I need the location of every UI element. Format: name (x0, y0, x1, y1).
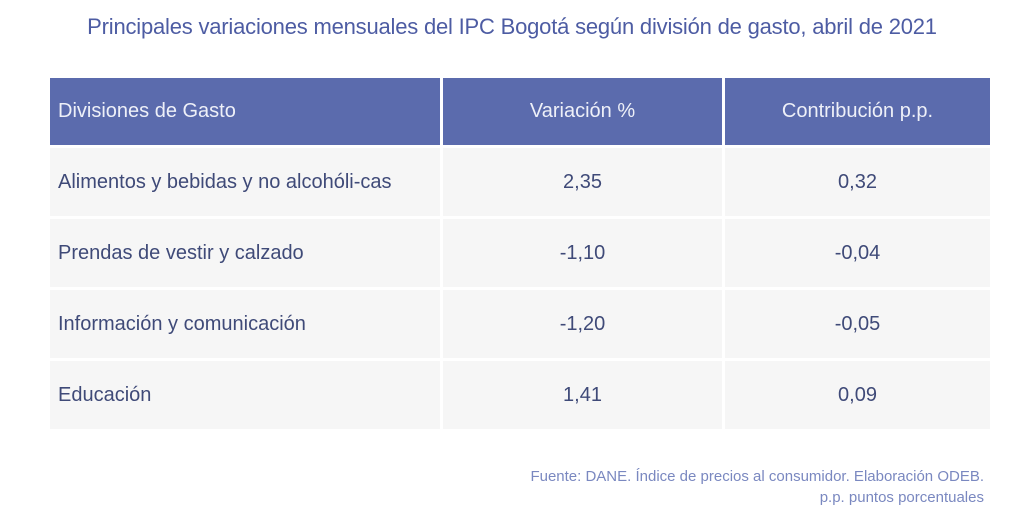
footer-notes: Fuente: DANE. Índice de precios al consu… (530, 466, 984, 508)
table-row: Educación 1,41 0,09 (50, 361, 990, 429)
cell-division: Educación (50, 361, 440, 429)
cell-variacion: -1,20 (443, 290, 722, 358)
table-row: Información y comunicación -1,20 -0,05 (50, 290, 990, 358)
source-note: Fuente: DANE. Índice de precios al consu… (530, 468, 984, 485)
page-title: Principales variaciones mensuales del IP… (87, 14, 937, 39)
table-row: Alimentos y bebidas y no alcohóli-cas 2,… (50, 148, 990, 216)
table-row: Prendas de vestir y calzado -1,10 -0,04 (50, 219, 990, 287)
cell-variacion: 1,41 (443, 361, 722, 429)
cell-contribucion: -0,04 (725, 219, 990, 287)
units-note: p.p. puntos porcentuales (819, 489, 984, 506)
ipc-table: Divisiones de Gasto Variación % Contribu… (47, 75, 993, 432)
cell-division: Alimentos y bebidas y no alcohóli-cas (50, 148, 440, 216)
cell-variacion: -1,10 (443, 219, 722, 287)
division-label: Alimentos y bebidas y no alcohóli-cas (58, 171, 392, 193)
cell-division: Información y comunicación (50, 290, 440, 358)
cell-contribucion: -0,05 (725, 290, 990, 358)
header-divisiones: Divisiones de Gasto (50, 78, 440, 145)
header-variacion: Variación % (443, 78, 722, 145)
table-header-row: Divisiones de Gasto Variación % Contribu… (50, 78, 990, 145)
header-contribucion: Contribución p.p. (725, 78, 990, 145)
cell-variacion: 2,35 (443, 148, 722, 216)
cell-division: Prendas de vestir y calzado (50, 219, 440, 287)
cell-contribucion: 0,32 (725, 148, 990, 216)
cell-contribucion: 0,09 (725, 361, 990, 429)
